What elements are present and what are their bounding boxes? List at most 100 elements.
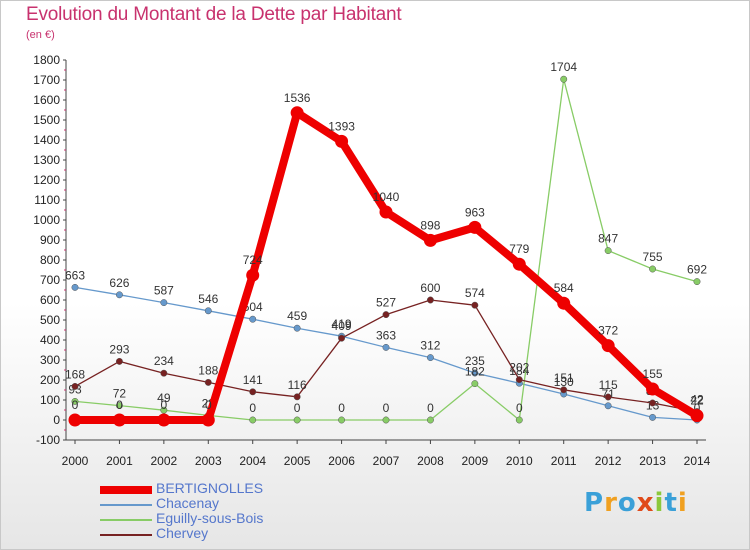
series-eguilly-sous-bois: 937249230000018201704847755692	[68, 60, 707, 424]
data-point-eguilly-sous-bois	[604, 247, 612, 255]
y-tick-label: 1600	[33, 93, 60, 107]
x-tick-label: 2011	[551, 454, 577, 468]
data-point-eguilly-sous-bois	[560, 75, 568, 83]
logo-letter: i	[654, 488, 665, 518]
y-tick-label: 1200	[33, 173, 60, 187]
data-label-bertignolles: 1393	[328, 119, 355, 133]
x-tick-label: 2000	[62, 454, 89, 468]
data-point-chacenay	[71, 283, 79, 291]
data-label-eguilly-sous-bois: 0	[383, 401, 390, 415]
data-label-chacenay: 419	[332, 317, 352, 331]
data-point-chervey	[115, 357, 123, 365]
data-point-bertignolles	[112, 413, 126, 427]
y-tick-label: 100	[40, 393, 60, 407]
data-point-bertignolles	[68, 413, 82, 427]
data-label-eguilly-sous-bois: 49	[157, 391, 171, 405]
x-tick-label: 2009	[462, 454, 489, 468]
y-tick-label: 400	[40, 333, 60, 347]
x-tick-label: 2001	[106, 454, 133, 468]
data-label-chacenay: 546	[198, 292, 218, 306]
y-tick-label: 0	[53, 413, 60, 427]
data-point-bertignolles	[423, 233, 437, 247]
data-point-chacenay	[293, 324, 301, 332]
series-line-eguilly-sous-bois	[74, 78, 698, 421]
data-point-bertignolles	[379, 205, 393, 219]
data-point-chervey	[293, 393, 301, 401]
logo-letter: r	[604, 488, 618, 518]
data-label-bertignolles: 1040	[373, 190, 400, 204]
x-tick-label: 2002	[151, 454, 178, 468]
data-label-chacenay: 184	[509, 364, 529, 378]
y-tick-label: 1300	[33, 153, 60, 167]
chart-subtitle: (en €)	[26, 29, 55, 41]
data-point-bertignolles	[512, 257, 526, 271]
data-point-chacenay	[649, 413, 657, 421]
data-point-bertignolles	[646, 382, 660, 396]
data-label-chervey: 600	[420, 281, 440, 295]
data-point-chacenay	[604, 402, 612, 410]
legend-label-chervey: Chervey	[156, 525, 209, 541]
data-point-chervey	[71, 382, 79, 390]
y-tick-label: 200	[40, 373, 60, 387]
data-point-chervey	[515, 376, 523, 384]
data-point-chervey	[426, 296, 434, 304]
logo-letter: i	[677, 488, 688, 518]
data-label-eguilly-sous-bois: 182	[465, 365, 485, 379]
data-label-bertignolles: 584	[554, 281, 574, 295]
data-point-chervey	[249, 388, 257, 396]
data-point-eguilly-sous-bois	[515, 416, 523, 424]
data-label-eguilly-sous-bois: 755	[643, 250, 663, 264]
y-tick-label: 1400	[33, 133, 60, 147]
legend-label-bertignolles: BERTIGNOLLES	[156, 480, 264, 496]
data-label-chervey: 42	[690, 393, 704, 407]
data-label-eguilly-sous-bois: 0	[294, 401, 301, 415]
y-tick-label: 900	[40, 233, 60, 247]
data-label-eguilly-sous-bois: 0	[249, 401, 256, 415]
data-label-eguilly-sous-bois: 692	[687, 263, 707, 277]
y-tick-label: 1100	[34, 193, 60, 207]
data-point-eguilly-sous-bois	[115, 402, 123, 410]
y-tick-label: 1700	[33, 73, 60, 87]
proxiti-logo: Proxiti	[584, 488, 688, 518]
x-tick-label: 2005	[284, 454, 311, 468]
data-label-chervey: 293	[109, 342, 129, 356]
data-label-chervey: 151	[554, 371, 574, 385]
y-tick-label: 1500	[33, 113, 60, 127]
data-point-bertignolles	[557, 296, 571, 310]
data-point-chervey	[204, 378, 212, 386]
y-tick-label: 700	[40, 273, 60, 287]
data-point-chervey	[604, 393, 612, 401]
data-point-bertignolles	[246, 268, 260, 282]
data-label-bertignolles: 0	[161, 398, 168, 412]
data-label-bertignolles: 0	[72, 398, 79, 412]
data-point-bertignolles	[290, 106, 304, 120]
data-point-eguilly-sous-bois	[249, 416, 257, 424]
data-label-eguilly-sous-bois: 0	[427, 401, 434, 415]
data-point-chervey	[160, 369, 168, 377]
data-label-chervey: 409	[332, 319, 352, 333]
data-label-chacenay: 626	[109, 276, 129, 290]
logo-letter: P	[584, 488, 605, 518]
x-tick-label: 2014	[684, 454, 711, 468]
x-tick-label: 2007	[373, 454, 400, 468]
data-label-chacenay: 235	[465, 354, 485, 368]
data-label-bertignolles: 779	[509, 242, 529, 256]
data-point-eguilly-sous-bois	[382, 416, 390, 424]
data-label-chacenay: 0	[694, 401, 701, 415]
legend-item-chacenay: Chacenay	[100, 496, 360, 512]
data-point-chacenay	[471, 369, 479, 377]
data-label-bertignolles: 372	[598, 324, 618, 338]
data-point-bertignolles	[335, 134, 349, 148]
legend: BERTIGNOLLES Chacenay Eguilly-sous-Bois Che…	[100, 480, 360, 542]
data-point-eguilly-sous-bois	[426, 416, 434, 424]
data-point-chervey	[649, 399, 657, 407]
logo-letter: t	[664, 488, 678, 518]
series-chacenay: 6636265875465044594193633122351841307113…	[65, 268, 701, 424]
data-point-chacenay	[382, 343, 390, 351]
data-point-chacenay	[160, 299, 168, 307]
data-point-chacenay	[249, 315, 257, 323]
data-label-chervey: 141	[243, 373, 263, 387]
x-tick-label: 2004	[239, 454, 266, 468]
legend-label-eguilly-sous-bois: Eguilly-sous-Bois	[156, 510, 264, 526]
